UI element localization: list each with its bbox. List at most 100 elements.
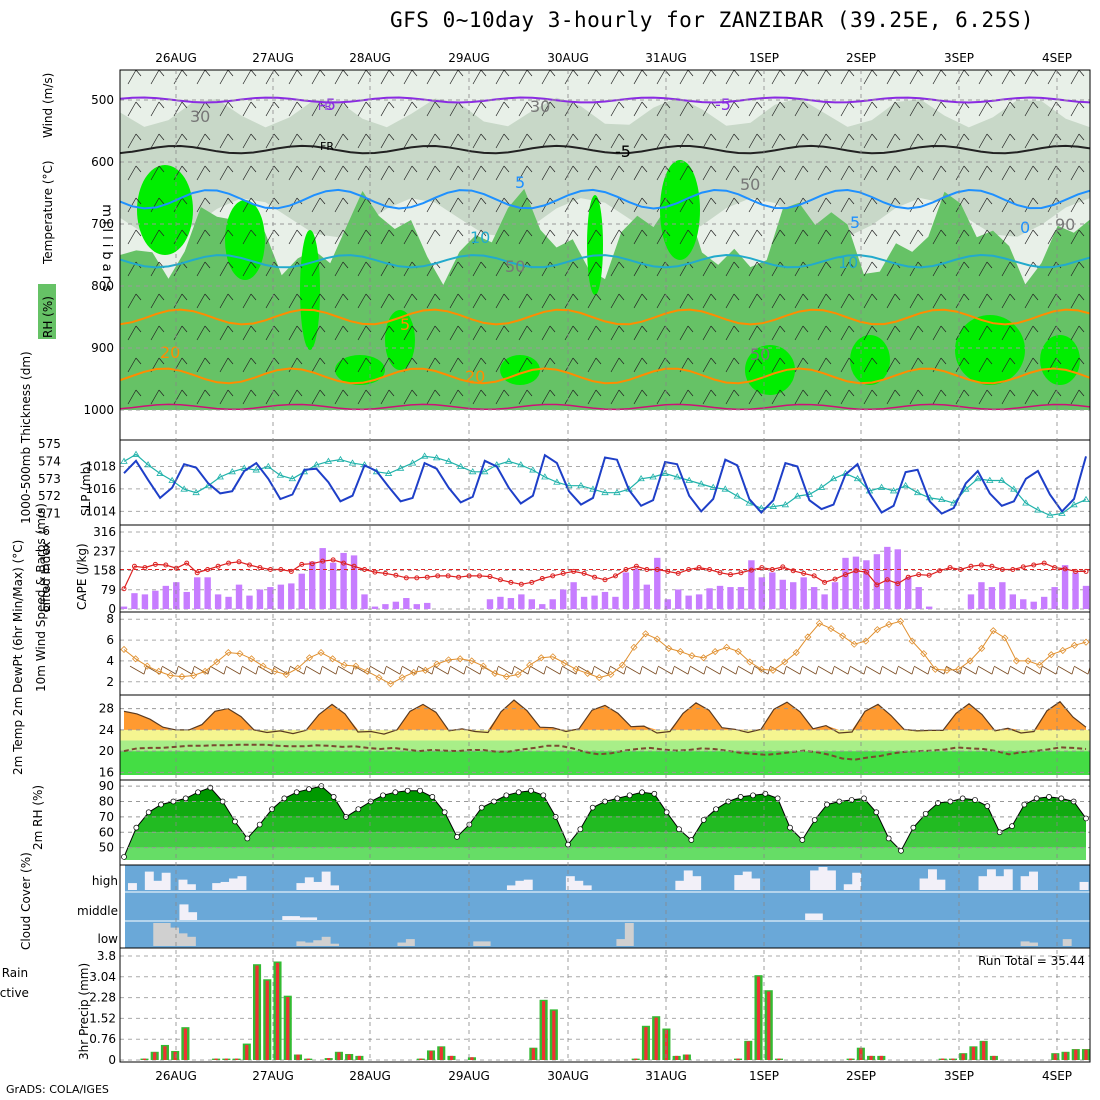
rh-band-boundary	[120, 348, 1090, 410]
rh2m-point	[787, 824, 793, 831]
wind-barb	[541, 325, 556, 341]
wind10-point	[827, 625, 835, 633]
thickness-point	[228, 468, 236, 475]
cape-bar	[507, 598, 515, 609]
wind10-point	[873, 626, 881, 634]
wind-barb	[748, 357, 763, 373]
wind10-point	[502, 673, 511, 681]
wind-barb	[472, 357, 487, 373]
wind10-point	[305, 654, 314, 662]
lifted-index-point	[215, 563, 221, 569]
wind-barb	[449, 165, 464, 181]
wind-barb	[196, 293, 211, 309]
wind-barb	[288, 229, 303, 245]
wind10-barb	[289, 665, 307, 675]
wind-barb	[909, 197, 924, 213]
contour-label: 20	[465, 367, 485, 386]
precip-convective-bar	[1084, 1049, 1088, 1060]
rh2m-point	[269, 806, 275, 813]
thickness-point	[733, 492, 741, 499]
lifted-index-point	[675, 570, 681, 576]
wind10-point	[224, 649, 232, 657]
wind-barb	[1070, 101, 1085, 117]
thickness-point	[589, 485, 597, 492]
cape-bar	[413, 604, 420, 609]
cloud-high-bar	[734, 875, 744, 890]
cape-bar	[350, 555, 358, 609]
cape-bar	[706, 588, 713, 609]
wind10-barb	[625, 665, 643, 675]
cape-bar	[1082, 585, 1090, 609]
wind-barb	[495, 357, 510, 373]
wind-barb	[380, 229, 395, 245]
lifted-index-point	[487, 574, 493, 580]
lifted-index-point	[843, 572, 848, 578]
wind-barb	[150, 325, 165, 341]
wind-barb	[725, 229, 740, 245]
wind-barb	[978, 325, 993, 341]
y-tick-pressure: 800	[91, 279, 114, 293]
y-tick-wind10: 2	[106, 675, 114, 689]
contour-label: FR	[320, 140, 334, 153]
rh2m-point	[1033, 795, 1040, 802]
lifted-index-point	[822, 579, 828, 585]
wind-barb	[495, 165, 510, 181]
wind-barb	[702, 69, 717, 85]
y-tick-lifted: -3	[38, 543, 50, 557]
wind-barb	[564, 197, 579, 213]
cloud-low-bar	[321, 936, 331, 946]
cloud-low-bar	[616, 939, 626, 946]
wind10-point	[989, 627, 997, 635]
wind-barb	[219, 357, 234, 373]
cloud-high-bar	[178, 879, 188, 890]
y-axis-label-precip: 3hr Precip (mm)	[77, 963, 91, 1060]
wind-barb	[725, 325, 740, 341]
wind10-point	[943, 666, 951, 674]
lifted-index-point	[320, 558, 326, 564]
wind-barb	[219, 293, 234, 309]
wind-barb	[357, 293, 372, 309]
thickness-point	[456, 462, 465, 469]
lifted-index-point	[654, 567, 660, 572]
wind10-barb	[641, 665, 659, 675]
precip-convective-bar	[541, 1001, 546, 1060]
precip-convective-bar	[941, 1058, 945, 1060]
wind-barb	[518, 133, 533, 149]
wind-barb	[679, 229, 694, 245]
lifted-index-point	[811, 573, 817, 579]
wind10-barb	[753, 665, 771, 675]
wind-barb	[955, 229, 970, 245]
wind-barb	[1070, 357, 1085, 373]
precip-convective-bar	[951, 1058, 955, 1060]
y-tick-rh2m: 90	[99, 779, 114, 793]
precip-convective-bar	[777, 1058, 781, 1060]
cape-bar	[905, 577, 912, 609]
wind-barb	[633, 293, 648, 309]
y-tick-rh2m: 80	[99, 794, 114, 808]
wind-barb	[1001, 293, 1016, 309]
rh-patch-8	[955, 315, 1025, 385]
cape-bar	[664, 599, 671, 609]
wind-barb	[173, 101, 188, 117]
wind-barb	[426, 229, 441, 245]
contour-label: 30	[190, 107, 210, 126]
wind10-point	[653, 635, 661, 643]
wind-barb	[748, 165, 763, 181]
wind-barb	[288, 293, 303, 309]
wind-barb	[587, 357, 602, 373]
thickness-point	[877, 483, 886, 490]
wind-barb	[495, 325, 510, 341]
wind-barb	[564, 229, 579, 245]
x-tick-date-top: 27AUG	[252, 51, 294, 65]
precip-convective-bar	[531, 1048, 535, 1060]
wind-barb	[978, 101, 993, 117]
lifted-index-point	[832, 576, 838, 582]
wind-barb	[863, 325, 878, 341]
rh2m-point	[441, 809, 448, 816]
wind10-point	[329, 655, 337, 663]
wind-barb	[518, 165, 533, 181]
contour-label: 50	[750, 345, 770, 364]
wind-barb	[725, 133, 740, 149]
lifted-index-point	[644, 567, 650, 572]
y-axis-label-wind10: 10m Wind Speed & Barbs (m/s)	[34, 503, 48, 692]
